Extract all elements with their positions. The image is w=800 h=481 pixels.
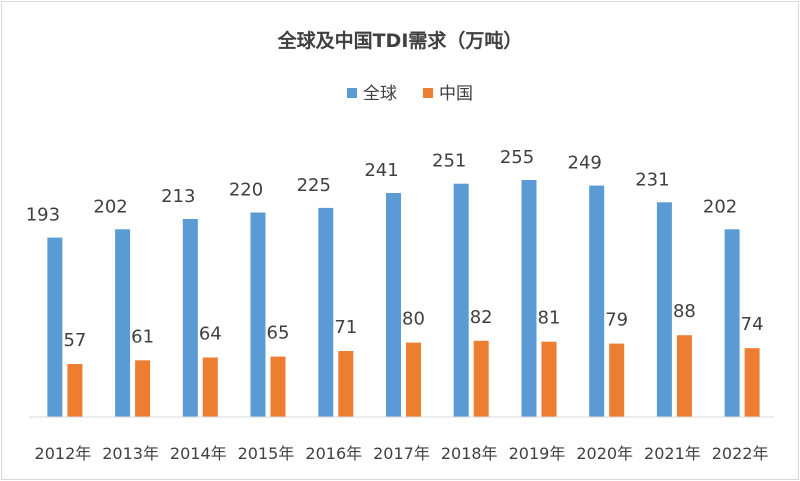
x-tick-label-5: 2017年 xyxy=(373,444,430,463)
data-label-china-4: 71 xyxy=(334,317,357,338)
x-tick-label-7: 2019年 xyxy=(509,444,566,463)
x-tick-label-4: 2016年 xyxy=(305,444,362,463)
data-label-global-4: 225 xyxy=(297,175,331,196)
bar-global-7 xyxy=(521,180,537,417)
data-label-china-9: 88 xyxy=(673,301,696,322)
legend-label-1: 中国 xyxy=(439,84,473,104)
data-label-china-7: 81 xyxy=(538,308,561,329)
data-label-china-0: 57 xyxy=(63,330,86,351)
bar-china-7 xyxy=(541,341,557,417)
x-tick-label-6: 2018年 xyxy=(441,444,498,463)
data-label-china-10: 74 xyxy=(741,314,764,335)
chart-title: 全球及中国TDI需求（万吨） xyxy=(277,29,523,52)
data-label-china-2: 64 xyxy=(199,324,222,345)
x-tick-label-2: 2014年 xyxy=(170,444,227,463)
legend-swatch-0 xyxy=(347,88,357,98)
bar-global-3 xyxy=(250,212,266,417)
legend-swatch-1 xyxy=(423,88,433,98)
bar-global-1 xyxy=(115,229,131,417)
data-label-global-1: 202 xyxy=(93,196,127,217)
bar-global-6 xyxy=(453,183,469,417)
data-label-china-8: 79 xyxy=(605,310,628,331)
bar-china-6 xyxy=(473,340,489,417)
bar-global-9 xyxy=(656,202,672,417)
bar-china-4 xyxy=(338,351,354,417)
bar-global-2 xyxy=(182,219,198,417)
x-tick-label-9: 2021年 xyxy=(644,444,701,463)
data-label-global-8: 249 xyxy=(568,153,602,174)
bar-global-5 xyxy=(386,193,401,417)
bar-china-3 xyxy=(270,356,286,417)
bar-china-5 xyxy=(406,342,421,417)
bar-china-10 xyxy=(744,348,760,417)
bar-china-8 xyxy=(609,343,625,417)
data-label-global-0: 193 xyxy=(26,205,60,226)
bar-china-0 xyxy=(67,364,83,417)
legend-label-0: 全球 xyxy=(363,84,397,104)
data-label-global-6: 251 xyxy=(432,151,466,172)
bar-china-2 xyxy=(202,357,218,417)
data-label-global-10: 202 xyxy=(703,196,737,217)
bar-global-8 xyxy=(589,185,605,417)
bar-global-10 xyxy=(724,229,740,417)
x-tick-label-0: 2012年 xyxy=(35,444,92,463)
data-label-global-2: 213 xyxy=(161,186,195,207)
bar-global-4 xyxy=(318,207,334,417)
bar-global-0 xyxy=(47,237,63,417)
x-tick-label-3: 2015年 xyxy=(238,444,295,463)
bar-china-1 xyxy=(135,360,151,417)
x-tick-label-10: 2022年 xyxy=(712,444,769,463)
data-label-china-3: 65 xyxy=(267,323,290,344)
data-label-china-5: 80 xyxy=(402,309,425,330)
x-tick-label-1: 2013年 xyxy=(102,444,159,463)
plot-area: 193 57 2012年 202 61 2013年 213 64 2014年 220 65 2015年… xyxy=(26,147,769,463)
x-tick-label-8: 2020年 xyxy=(576,444,633,463)
data-label-global-9: 231 xyxy=(635,169,669,190)
legend: 全球 中国 xyxy=(347,84,473,104)
data-label-china-6: 82 xyxy=(470,307,493,328)
data-label-china-1: 61 xyxy=(131,326,154,347)
data-label-global-5: 241 xyxy=(364,160,398,181)
data-label-global-3: 220 xyxy=(229,180,263,201)
data-label-global-7: 255 xyxy=(500,147,534,168)
bar-china-9 xyxy=(676,335,692,417)
